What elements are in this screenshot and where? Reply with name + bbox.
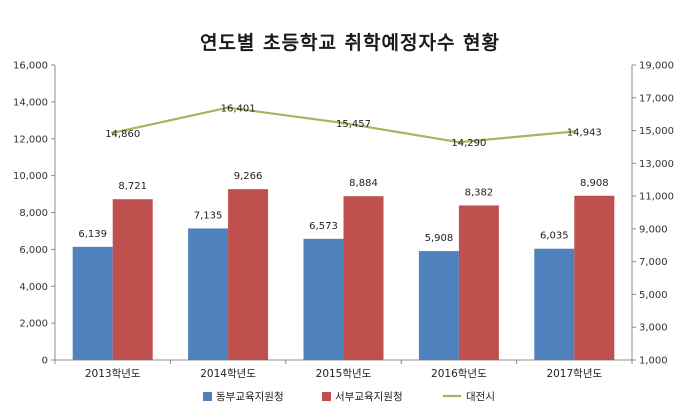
x-category-label: 2016학년도 <box>431 368 487 380</box>
line-data-label: 14,290 <box>451 138 486 149</box>
line-point <box>342 121 345 125</box>
legend-swatch <box>322 392 331 401</box>
legend-label: 서부교육지원청 <box>335 391 403 403</box>
bar-data-label: 7,135 <box>194 210 223 221</box>
line-point <box>111 131 115 135</box>
bar-seobu <box>112 199 153 360</box>
y-right-tick-label: 3,000 <box>639 323 668 334</box>
bar-dongbu <box>188 228 229 360</box>
y-left-tick-label: 14,000 <box>13 97 48 108</box>
bar-dongbu <box>534 248 575 360</box>
bar-seobu <box>228 189 269 360</box>
y-right-tick-label: 13,000 <box>639 159 674 170</box>
y-left-tick-label: 10,000 <box>13 171 48 182</box>
bar-dongbu <box>303 238 344 360</box>
bar-data-label: 8,908 <box>580 178 609 189</box>
bar-data-label: 6,139 <box>78 229 107 240</box>
y-right-tick-label: 5,000 <box>639 290 668 301</box>
bar-data-label: 8,721 <box>118 181 147 192</box>
y-right-tick-label: 9,000 <box>639 224 668 235</box>
x-category-label: 2015학년도 <box>316 368 372 380</box>
line-point <box>226 106 230 110</box>
legend-label: 대전시 <box>466 391 495 403</box>
y-right-tick-label: 19,000 <box>639 61 674 72</box>
chart-title: 연도별 초등학교 취학예정자수 현황 <box>199 32 501 54</box>
bar-data-label: 6,573 <box>309 221 338 232</box>
y-left-tick-label: 4,000 <box>19 282 48 293</box>
y-right-tick-label: 7,000 <box>639 257 668 268</box>
x-category-label: 2013학년도 <box>85 368 141 380</box>
y-right-tick-label: 17,000 <box>639 93 674 104</box>
line-point <box>457 140 461 144</box>
legend-label: 동부교육지원청 <box>216 391 284 403</box>
bar-data-label: 5,908 <box>425 233 454 244</box>
y-left-tick-label: 0 <box>42 356 48 367</box>
y-left-tick-label: 12,000 <box>13 134 48 145</box>
legend-swatch <box>203 392 212 401</box>
bar-seobu <box>343 196 384 360</box>
x-category-label: 2014학년도 <box>200 368 256 380</box>
bar-data-label: 8,884 <box>349 178 378 189</box>
bar-data-label: 6,035 <box>540 231 569 242</box>
line-point <box>572 129 576 133</box>
y-left-tick-label: 16,000 <box>13 61 48 72</box>
y-right-tick-label: 1,000 <box>639 356 668 367</box>
bar-dongbu <box>72 246 113 360</box>
y-left-tick-label: 8,000 <box>19 208 48 219</box>
y-left-tick-label: 6,000 <box>19 245 48 256</box>
line-data-label: 16,401 <box>221 104 256 115</box>
y-right-tick-label: 11,000 <box>639 192 674 203</box>
line-data-label: 14,943 <box>567 127 602 138</box>
bar-data-label: 8,382 <box>465 187 494 198</box>
line-data-label: 15,457 <box>336 119 371 130</box>
line-data-label: 14,860 <box>105 129 140 140</box>
x-category-label: 2017학년도 <box>546 368 602 380</box>
y-right-tick-label: 15,000 <box>639 126 674 137</box>
bar-seobu <box>458 205 499 360</box>
bar-data-label: 9,266 <box>234 171 263 182</box>
y-left-tick-label: 2,000 <box>19 319 48 330</box>
bar-dongbu <box>418 251 459 360</box>
bar-seobu <box>574 195 615 360</box>
